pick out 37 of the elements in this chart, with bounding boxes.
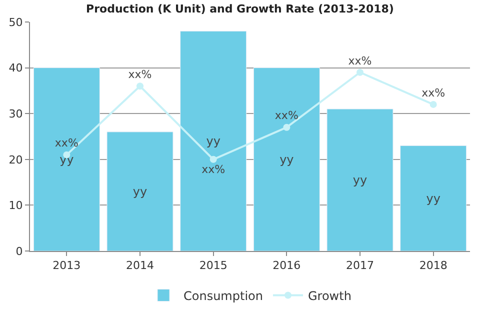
y-tick-label: 20 xyxy=(8,153,23,166)
x-tick-label: 2017 xyxy=(346,259,374,272)
bar xyxy=(180,30,247,251)
y-tick-label: 10 xyxy=(8,199,23,212)
data-label: yy xyxy=(426,191,440,206)
y-tick-label: 0 xyxy=(16,244,23,258)
x-tick-label: 2014 xyxy=(126,259,154,272)
legend-label: Consumption xyxy=(184,288,263,303)
point xyxy=(356,68,364,76)
bar xyxy=(33,68,100,251)
chart-title: Production (K Unit) and Growth Rate (2013-2018) xyxy=(86,2,394,16)
y-tick-label: 40 xyxy=(8,62,23,75)
y-tick-label: 30 xyxy=(8,107,23,120)
data-label: xx% xyxy=(128,68,152,81)
data-label: xx% xyxy=(348,54,372,68)
data-label: yy xyxy=(206,134,220,148)
data-label: xx% xyxy=(202,163,226,176)
x-tick-label: 2016 xyxy=(272,259,301,272)
data-label: xx% xyxy=(274,109,298,122)
point xyxy=(430,100,437,108)
legend-label: Growth xyxy=(308,288,352,303)
bar xyxy=(253,68,320,251)
point xyxy=(136,82,144,90)
x-tick-label: 2015 xyxy=(199,259,228,272)
bar xyxy=(106,132,174,251)
point xyxy=(210,156,217,163)
bar xyxy=(400,145,467,251)
data-label: yy xyxy=(132,184,148,198)
data-label: xx% xyxy=(422,86,446,100)
point xyxy=(283,124,290,131)
x-tick-label: 2013 xyxy=(52,259,81,272)
y-tick-label: 50 xyxy=(8,16,23,29)
data-label: yy xyxy=(280,152,294,166)
data-label: xx% xyxy=(54,136,78,150)
x-tick-label: 2018 xyxy=(419,259,448,272)
data-label: yy xyxy=(352,173,368,188)
bar xyxy=(326,108,394,251)
